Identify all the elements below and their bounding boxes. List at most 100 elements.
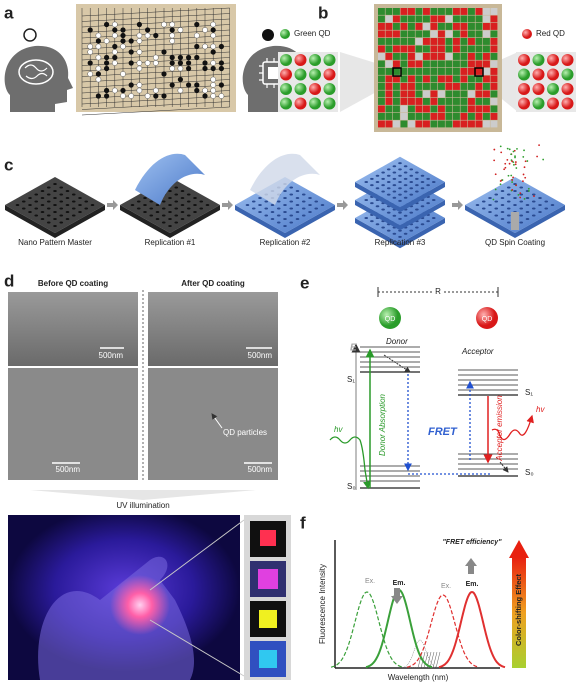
hole (409, 181, 414, 183)
qd-cell (385, 68, 393, 75)
qd-cell (460, 15, 468, 23)
hole (500, 197, 505, 199)
panel-d: Before QD coating After QD coating 500nm… (8, 279, 291, 680)
qd-cell (378, 105, 385, 113)
stone (104, 65, 110, 72)
qd-dot (510, 153, 513, 156)
hole (289, 214, 294, 217)
column-title: After QD coating (181, 279, 245, 288)
hole (513, 190, 517, 192)
stone (169, 38, 175, 44)
qd-cell (393, 105, 400, 113)
qd-ball (561, 97, 574, 110)
qd-ball (309, 68, 321, 81)
hole (258, 204, 262, 206)
hole (409, 229, 414, 232)
peeled-film (250, 153, 320, 205)
qd-cell (378, 120, 385, 128)
qd-cell (475, 45, 483, 53)
qd-cell (385, 98, 393, 105)
qd-cell (400, 113, 408, 120)
hole (161, 214, 166, 217)
hole (403, 232, 408, 235)
qd-dot (522, 173, 525, 176)
hole (28, 211, 32, 213)
qd-cell (430, 30, 438, 38)
qd-cell (378, 53, 385, 60)
stone (120, 71, 126, 77)
stone (210, 27, 216, 33)
qd-cell (468, 105, 475, 113)
hole (136, 207, 141, 210)
qd-cell (475, 120, 483, 128)
qd-cell (415, 75, 423, 83)
hole (301, 200, 306, 203)
stone (202, 27, 208, 33)
qd-cell (438, 105, 445, 113)
process-label: Acceptor emission (495, 395, 504, 462)
hole (168, 218, 172, 220)
qd-cell (400, 105, 408, 113)
qd-cell (408, 30, 415, 38)
hole (426, 177, 430, 180)
hole (308, 197, 312, 199)
stone (218, 65, 224, 72)
stone (136, 82, 143, 88)
qd-cell (445, 8, 453, 15)
sem-top (8, 292, 138, 366)
qd-cell (483, 120, 490, 128)
qd-dot (514, 163, 517, 166)
stone (120, 32, 126, 39)
qd-dot (506, 158, 509, 161)
hole (409, 187, 414, 190)
qd-dot (526, 160, 529, 162)
hole (21, 200, 26, 203)
stone (120, 27, 126, 33)
stone (210, 82, 216, 88)
qd-cell (453, 83, 460, 90)
panel-c: Nano Pattern Master Replication #1 Replica… (5, 144, 565, 249)
spectrum (406, 594, 480, 668)
process-label: Donor Absorption (378, 393, 387, 456)
hole (295, 218, 300, 220)
stone (161, 71, 167, 77)
qd-ball (561, 83, 574, 95)
stone (161, 21, 167, 28)
qd-cell (453, 15, 460, 23)
hole (370, 220, 374, 223)
qd-cell (423, 113, 430, 120)
hole (301, 193, 306, 196)
qd-ball (294, 97, 307, 110)
hole (531, 207, 536, 210)
qd-dot (522, 180, 524, 183)
qd-cell (385, 120, 393, 128)
qd-cell (415, 8, 423, 15)
green-zoom (278, 52, 338, 112)
qd-cell (475, 30, 483, 38)
hole (53, 225, 57, 227)
qd-cell (490, 53, 498, 60)
qd-cell (438, 60, 445, 68)
hole (386, 181, 391, 183)
qd-cell (453, 90, 460, 98)
stone (104, 54, 110, 61)
qd-cell (408, 120, 415, 128)
stone (128, 49, 134, 55)
hole (519, 193, 524, 196)
hole (500, 211, 505, 213)
hole (370, 177, 374, 180)
stone (95, 38, 101, 44)
qd-cell (460, 90, 468, 98)
hole (392, 214, 397, 217)
spectrum (365, 588, 433, 669)
hole (420, 223, 425, 226)
distance-label: R (435, 287, 441, 296)
stone (120, 43, 126, 50)
qd-cell (408, 68, 415, 75)
qd-cell (408, 45, 415, 53)
hole (168, 211, 172, 213)
hole (375, 187, 380, 190)
step-arrow (222, 200, 233, 210)
hole (53, 197, 57, 199)
stone (95, 65, 102, 72)
